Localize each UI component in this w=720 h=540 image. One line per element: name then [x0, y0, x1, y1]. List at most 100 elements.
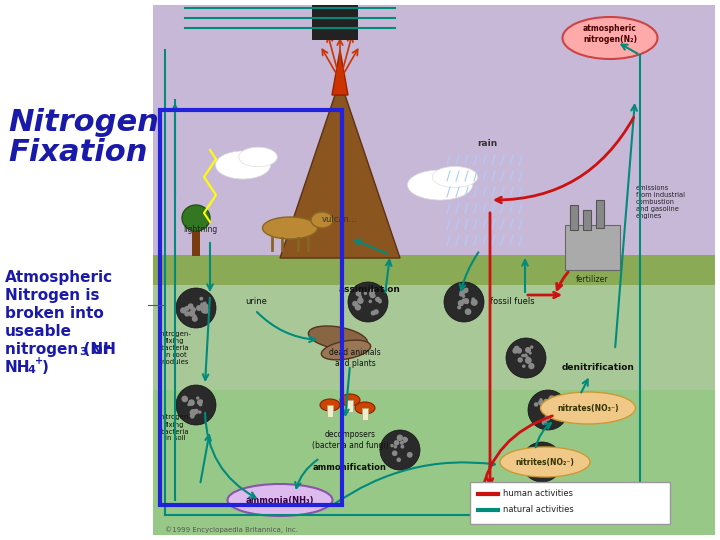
- Circle shape: [549, 465, 554, 469]
- Circle shape: [534, 402, 539, 407]
- Bar: [342, 5, 358, 40]
- Bar: [192, 228, 200, 256]
- Circle shape: [188, 399, 195, 406]
- Text: Nitrogen: Nitrogen: [8, 108, 159, 137]
- Circle shape: [540, 466, 545, 471]
- Bar: [347, 400, 353, 412]
- Circle shape: [539, 398, 543, 401]
- Bar: [327, 5, 343, 40]
- Circle shape: [542, 452, 546, 456]
- Ellipse shape: [340, 394, 360, 406]
- Circle shape: [400, 441, 404, 445]
- Circle shape: [463, 288, 469, 293]
- Text: nitrates(NO₃⁻): nitrates(NO₃⁻): [557, 403, 618, 413]
- Circle shape: [199, 403, 202, 407]
- Circle shape: [371, 310, 376, 315]
- Circle shape: [392, 450, 397, 456]
- Circle shape: [181, 396, 188, 402]
- Circle shape: [551, 406, 556, 411]
- Circle shape: [199, 399, 203, 403]
- Circle shape: [359, 295, 362, 299]
- Circle shape: [180, 307, 186, 314]
- Bar: [160, 110, 342, 505]
- Ellipse shape: [263, 217, 318, 239]
- Circle shape: [176, 385, 216, 425]
- Circle shape: [190, 414, 194, 418]
- Circle shape: [187, 403, 191, 406]
- Circle shape: [514, 346, 520, 352]
- Circle shape: [352, 301, 358, 307]
- Circle shape: [188, 303, 194, 309]
- Text: urine: urine: [245, 298, 267, 307]
- Ellipse shape: [562, 17, 657, 59]
- Circle shape: [394, 445, 397, 449]
- Text: human activities: human activities: [503, 489, 573, 498]
- Circle shape: [458, 300, 464, 306]
- Circle shape: [369, 300, 372, 303]
- Circle shape: [528, 352, 532, 355]
- Circle shape: [463, 298, 469, 304]
- Circle shape: [189, 409, 197, 416]
- Ellipse shape: [432, 166, 478, 187]
- Bar: [153, 390, 715, 535]
- Circle shape: [402, 437, 408, 442]
- Circle shape: [184, 311, 189, 316]
- Text: nitrogen (NH: nitrogen (NH: [5, 342, 116, 357]
- Ellipse shape: [408, 170, 472, 200]
- Text: nitrites(NO₂⁻): nitrites(NO₂⁻): [516, 457, 575, 467]
- Circle shape: [534, 452, 541, 458]
- Circle shape: [176, 288, 216, 328]
- Ellipse shape: [320, 399, 340, 411]
- Circle shape: [357, 298, 364, 304]
- Circle shape: [404, 437, 408, 442]
- Circle shape: [544, 399, 549, 404]
- Circle shape: [200, 302, 204, 307]
- Text: vulcan...: vulcan...: [322, 215, 358, 224]
- Circle shape: [355, 304, 361, 310]
- Circle shape: [549, 395, 555, 402]
- Bar: [565, 225, 620, 270]
- Circle shape: [444, 282, 484, 322]
- Text: decomposers
(bacteria and fungi): decomposers (bacteria and fungi): [312, 430, 388, 450]
- Ellipse shape: [308, 326, 368, 350]
- Text: broken into: broken into: [5, 306, 104, 321]
- Circle shape: [516, 348, 522, 354]
- Ellipse shape: [215, 151, 271, 179]
- Circle shape: [395, 441, 400, 445]
- Circle shape: [375, 296, 380, 302]
- Text: rain: rain: [477, 139, 497, 148]
- Circle shape: [506, 338, 546, 378]
- Ellipse shape: [541, 392, 636, 424]
- Circle shape: [532, 463, 538, 468]
- Bar: [312, 5, 328, 40]
- Circle shape: [541, 403, 546, 407]
- Text: ): ): [42, 360, 49, 375]
- Bar: [470, 482, 670, 524]
- Ellipse shape: [311, 212, 333, 228]
- Circle shape: [544, 415, 550, 421]
- Bar: [153, 5, 715, 265]
- Circle shape: [457, 305, 462, 309]
- Circle shape: [541, 462, 546, 467]
- Text: denitrification: denitrification: [562, 363, 634, 373]
- Text: NH: NH: [5, 360, 30, 375]
- Text: lightning: lightning: [183, 225, 217, 234]
- Circle shape: [525, 347, 531, 353]
- Circle shape: [462, 294, 465, 298]
- Text: useable: useable: [5, 324, 72, 339]
- Circle shape: [184, 306, 189, 311]
- Circle shape: [518, 357, 523, 363]
- Text: emissions
from industrial
combustion
and gasoline
engines: emissions from industrial combustion and…: [636, 185, 685, 219]
- Circle shape: [201, 307, 207, 314]
- Circle shape: [369, 292, 375, 298]
- Circle shape: [197, 400, 202, 405]
- Circle shape: [472, 298, 475, 301]
- Circle shape: [522, 442, 562, 482]
- Circle shape: [397, 435, 403, 441]
- Circle shape: [528, 457, 534, 463]
- Circle shape: [194, 409, 199, 414]
- Circle shape: [407, 452, 413, 458]
- Text: assimilation: assimilation: [339, 286, 401, 294]
- Text: Nitrogen is: Nitrogen is: [5, 288, 99, 303]
- Circle shape: [528, 390, 568, 430]
